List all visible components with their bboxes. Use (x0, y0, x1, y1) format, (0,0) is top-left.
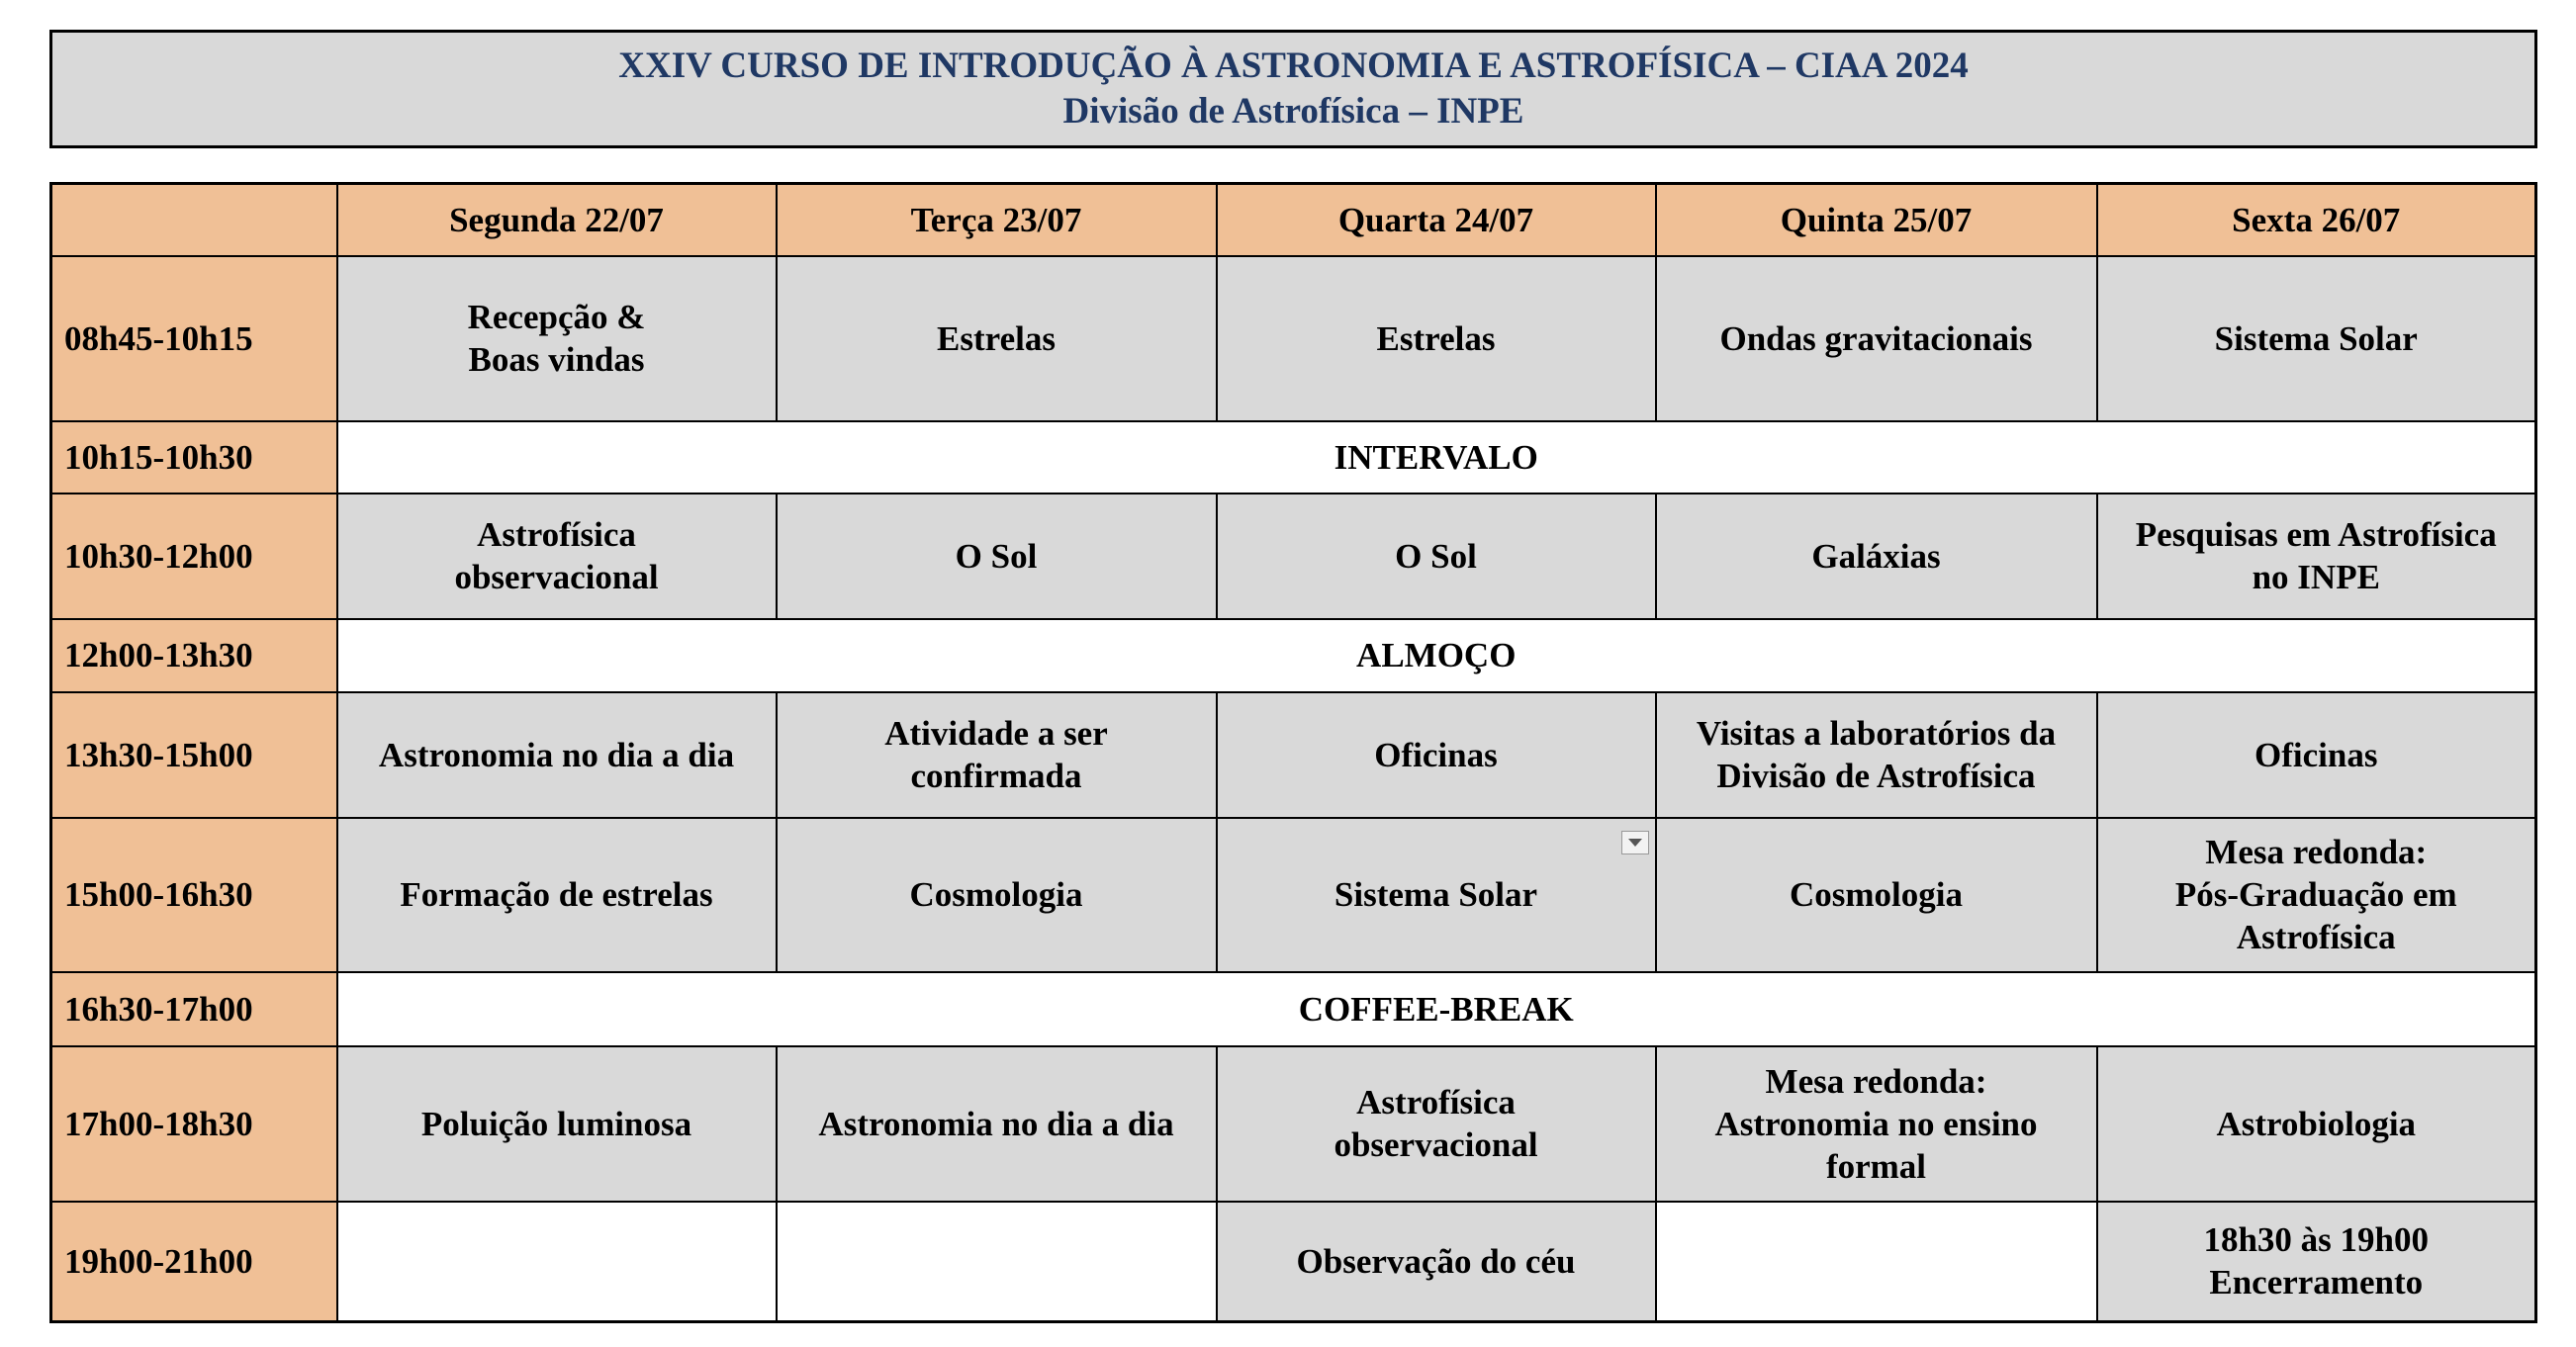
activity-text: Ondas gravitacionais (1719, 318, 2033, 358)
activity-cell: Observação do céu (1215, 1200, 1657, 1323)
table-row: 12h00-13h30 ALMOÇO (49, 617, 2537, 693)
activity-text: O Sol (955, 536, 1038, 576)
activity-text: Formação de estrelas (400, 875, 713, 914)
table-row: 10h15-10h30 INTERVALO (49, 419, 2537, 494)
activity-text: Estrelas (937, 318, 1056, 358)
activity-text: Recepção & Boas vindas (467, 298, 646, 379)
activity-text: Cosmologia (909, 875, 1083, 914)
time-slot: 10h15-10h30 (49, 419, 338, 494)
activity-cell: O Sol (775, 492, 1218, 620)
activity-text: Estrelas (1376, 318, 1496, 358)
table-row: 19h00-21h00 Observação do céu 18h30 às 19h… (49, 1200, 2537, 1323)
table-row: 16h30-17h00 COFFEE-BREAK (49, 970, 2537, 1047)
activity-text: Astrobiologia (2216, 1104, 2417, 1143)
activity-cell: Astrofísica observacional (1215, 1044, 1657, 1203)
break-cell: COFFEE-BREAK (335, 970, 2537, 1047)
break-cell: INTERVALO (335, 419, 2537, 494)
activity-cell: Visitas a laboratórios da Divisão de Ast… (1654, 690, 2098, 819)
activity-cell: 18h30 às 19h00 Encerramento (2095, 1200, 2537, 1323)
activity-cell: Atividade a ser confirmada (775, 690, 1218, 819)
activity-cell: Sistema Solar (2095, 254, 2537, 422)
activity-text: Astrofísica observacional (1334, 1083, 1538, 1164)
time-slot: 08h45-10h15 (49, 254, 338, 422)
activity-text: Mesa redonda: Pós-Graduação em Astrofísi… (2174, 833, 2457, 956)
title-box: XXIV CURSO DE INTRODUÇÃO À ASTRONOMIA E … (49, 30, 2537, 148)
activity-cell: Astrofísica observacional (335, 492, 778, 620)
dropdown-arrow-icon[interactable] (1620, 830, 1649, 854)
activity-text: Cosmologia (1790, 875, 1963, 914)
table-row: 10h30-12h00 Astrofísica observacional O So… (49, 492, 2537, 620)
title-line2: Divisão de Astrofísica – INPE (1062, 91, 1524, 132)
activity-cell (335, 1200, 778, 1323)
time-slot: 16h30-17h00 (49, 970, 338, 1047)
activity-text: Astronomia no dia a dia (378, 735, 735, 774)
activity-cell (775, 1200, 1218, 1323)
table-row: 08h45-10h15 Recepção & Boas vindas Estrela… (49, 254, 2537, 422)
activity-text: Visitas a laboratórios da Divisão de Ast… (1696, 714, 2057, 795)
activity-cell: Recepção & Boas vindas (335, 254, 778, 422)
activity-cell: Sistema Solar (1215, 816, 1657, 973)
activity-cell: Astrobiologia (2095, 1044, 2537, 1203)
activity-text: 18h30 às 19h00 Encerramento (2203, 1220, 2430, 1302)
activity-text: Observação do céu (1296, 1241, 1576, 1281)
activity-text: Astronomia no dia a dia (818, 1104, 1174, 1143)
activity-text: Sistema Solar (1334, 875, 1538, 914)
day-header: Quarta 24/07 (1215, 182, 1657, 257)
activity-cell (1654, 1200, 2098, 1323)
day-header: Quinta 25/07 (1654, 182, 2098, 257)
corner-cell (49, 182, 338, 257)
title-line1: XXIV CURSO DE INTRODUÇÃO À ASTRONOMIA E … (618, 45, 1969, 86)
activity-text: Sistema Solar (2214, 318, 2418, 358)
activity-cell: Pesquisas em Astrofísica no INPE (2095, 492, 2537, 620)
activity-cell: Oficinas (2095, 690, 2537, 819)
activity-text: Atividade a ser confirmada (884, 714, 1108, 795)
schedule-table: Segunda 22/07 Terça 23/07 Quarta 24/07 Quin… (49, 182, 2537, 1323)
table-row: 15h00-16h30 Formação de estrelas Cosmologi… (49, 816, 2537, 973)
break-cell: ALMOÇO (335, 617, 2537, 693)
time-slot: 19h00-21h00 (49, 1200, 338, 1323)
time-slot: 17h00-18h30 (49, 1044, 338, 1203)
activity-text: Oficinas (1374, 735, 1498, 774)
table-row: 17h00-18h30 Poluição luminosa Astronomia n… (49, 1044, 2537, 1203)
activity-text: Mesa redonda: Astronomia no ensino forma… (1714, 1061, 2038, 1186)
activity-text: Astrofísica observacional (454, 515, 659, 596)
header-row: Segunda 22/07 Terça 23/07 Quarta 24/07 Quin… (49, 182, 2537, 257)
day-header: Sexta 26/07 (2095, 182, 2537, 257)
activity-cell: Astronomia no dia a dia (775, 1044, 1218, 1203)
activity-cell: Ondas gravitacionais (1654, 254, 2098, 422)
activity-cell: Estrelas (775, 254, 1218, 422)
time-slot: 13h30-15h00 (49, 690, 338, 819)
time-slot: 15h00-16h30 (49, 816, 338, 973)
activity-cell: Cosmologia (1654, 816, 2098, 973)
activity-cell: Poluição luminosa (335, 1044, 778, 1203)
activity-cell: Estrelas (1215, 254, 1657, 422)
activity-cell: Oficinas (1215, 690, 1657, 819)
day-header: Terça 23/07 (775, 182, 1218, 257)
activity-text: Poluição luminosa (420, 1104, 692, 1143)
table-row: 13h30-15h00 Astronomia no dia a dia Ativid… (49, 690, 2537, 819)
activity-cell: Astronomia no dia a dia (335, 690, 778, 819)
activity-cell: Cosmologia (775, 816, 1218, 973)
time-slot: 10h30-12h00 (49, 492, 338, 620)
activity-cell: Mesa redonda: Astronomia no ensino forma… (1654, 1044, 2098, 1203)
activity-cell: Formação de estrelas (335, 816, 778, 973)
activity-text: O Sol (1395, 536, 1477, 576)
activity-cell: Mesa redonda: Pós-Graduação em Astrofísi… (2095, 816, 2537, 973)
activity-text: Oficinas (2254, 735, 2378, 774)
day-header: Segunda 22/07 (335, 182, 778, 257)
time-slot: 12h00-13h30 (49, 617, 338, 693)
activity-cell: O Sol (1215, 492, 1657, 620)
activity-text: Galáxias (1811, 536, 1941, 576)
activity-cell: Galáxias (1654, 492, 2098, 620)
activity-text: Pesquisas em Astrofísica no INPE (2135, 515, 2497, 596)
